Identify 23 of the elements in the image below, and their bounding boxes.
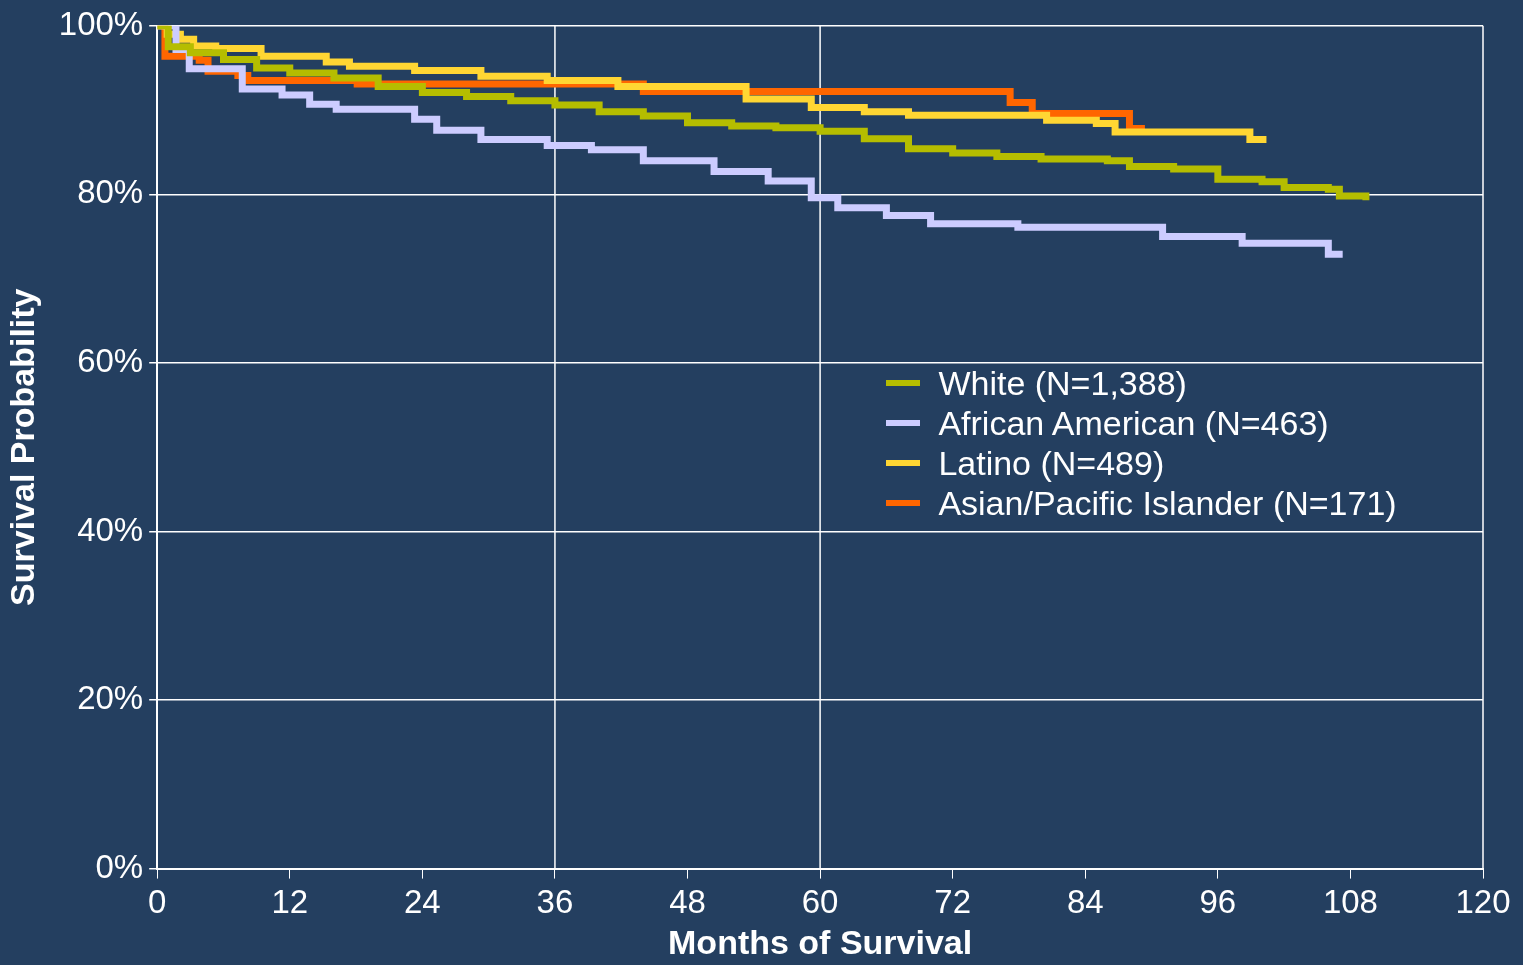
x-axis-title: Months of Survival [668,922,973,961]
x-tick-label: 72 [934,883,972,921]
legend-label: White (N=1,388) [938,362,1187,403]
y-tick-label: 0% [95,847,144,885]
legend-label: African American (N=463) [938,402,1329,443]
x-tick-label: 36 [536,883,574,921]
y-tick-label: 20% [77,679,144,717]
x-tick-label: 48 [669,883,706,921]
y-tick-label: 100% [58,4,144,42]
x-tick-label: 120 [1455,883,1511,921]
x-tick-label: 60 [801,883,839,921]
x-tick-label: 96 [1199,883,1237,921]
y-tick-label: 60% [77,342,144,380]
x-tick-label: 108 [1322,883,1378,921]
legend-label: Asian/Pacific Islander (N=171) [938,482,1397,523]
y-tick-label: 40% [77,510,144,548]
y-axis-title: Survival Probability [2,288,41,606]
x-tick-label: 0 [148,883,167,921]
y-tick-label: 80% [77,173,144,211]
x-tick-label: 12 [271,883,309,921]
x-tick-label: 84 [1066,883,1104,921]
legend-label: Latino (N=489) [938,442,1165,483]
x-tick-label: 24 [404,883,441,921]
